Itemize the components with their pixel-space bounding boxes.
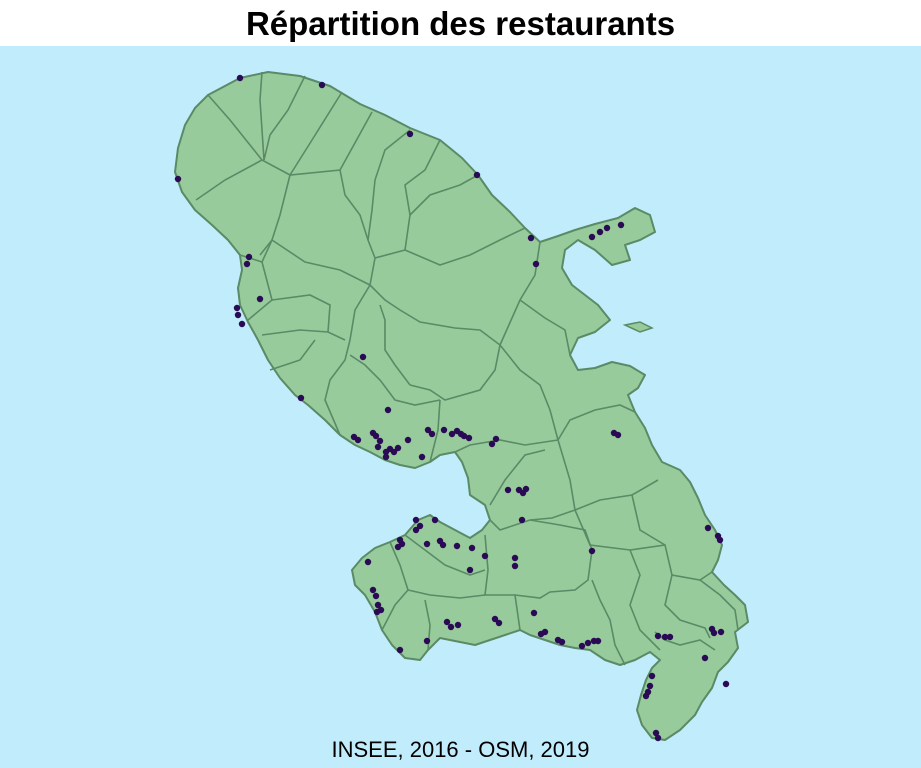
restaurant-points — [174, 74, 730, 742]
restaurant-point — [447, 623, 455, 631]
restaurant-point — [256, 295, 264, 303]
restaurant-point — [488, 440, 496, 448]
restaurant-point — [396, 646, 404, 654]
restaurant-point — [518, 516, 526, 524]
restaurant-point — [453, 542, 461, 550]
restaurant-point — [652, 729, 660, 737]
restaurant-point — [578, 642, 586, 650]
restaurant-point — [416, 522, 424, 530]
restaurant-point — [376, 437, 384, 445]
restaurant-point — [354, 436, 362, 444]
restaurant-point — [359, 353, 367, 361]
restaurant-point — [297, 394, 305, 402]
restaurant-point — [717, 628, 725, 636]
restaurant-point — [174, 175, 182, 183]
restaurant-point — [642, 692, 650, 700]
restaurant-point — [492, 435, 500, 443]
restaurant-point — [372, 592, 380, 600]
restaurant-point — [245, 253, 253, 261]
restaurant-point — [390, 448, 398, 456]
restaurant-point — [448, 430, 456, 438]
island-shape — [174, 71, 749, 741]
restaurant-point — [614, 431, 622, 439]
restaurant-point — [465, 434, 473, 442]
restaurant-point — [594, 637, 602, 645]
restaurant-point — [588, 547, 596, 555]
restaurant-point — [558, 638, 566, 646]
restaurant-point — [661, 633, 669, 641]
restaurant-point — [318, 81, 326, 89]
restaurant-point — [418, 453, 426, 461]
restaurant-point — [394, 543, 402, 551]
restaurant-point — [522, 485, 530, 493]
restaurant-point — [530, 609, 538, 617]
restaurant-point — [654, 632, 662, 640]
islet-east — [622, 321, 654, 333]
restaurant-point — [511, 562, 519, 570]
restaurant-point — [603, 224, 611, 232]
restaurant-point — [716, 536, 724, 544]
restaurant-point — [374, 601, 382, 609]
restaurant-point — [373, 608, 381, 616]
restaurant-point — [666, 633, 674, 641]
restaurant-point — [532, 260, 540, 268]
restaurant-point — [404, 436, 412, 444]
restaurant-point — [481, 552, 489, 560]
restaurant-point — [364, 558, 372, 566]
restaurant-point — [701, 654, 709, 662]
map-title: Répartition des restaurants — [245, 5, 676, 42]
restaurant-point — [424, 426, 432, 434]
restaurant-point — [423, 540, 431, 548]
restaurant-point — [473, 171, 481, 179]
restaurant-point — [243, 260, 251, 268]
restaurant-point — [412, 526, 420, 534]
restaurant-point — [374, 443, 382, 451]
restaurant-point — [369, 586, 377, 594]
restaurant-point — [394, 444, 402, 452]
restaurant-point — [384, 406, 392, 414]
commune-borders — [195, 71, 739, 666]
restaurant-point — [722, 680, 730, 688]
restaurant-point — [504, 486, 512, 494]
restaurant-point — [588, 233, 596, 241]
restaurant-point — [428, 430, 436, 438]
restaurant-point — [541, 628, 549, 636]
restaurant-point — [704, 524, 712, 532]
restaurant-point — [406, 130, 414, 138]
restaurant-point — [466, 566, 474, 574]
restaurant-point — [617, 221, 625, 229]
source-caption: INSEE, 2016 - OSM, 2019 — [331, 737, 590, 762]
restaurant-point — [454, 621, 462, 629]
restaurant-point — [527, 234, 535, 242]
restaurant-point — [233, 304, 241, 312]
restaurant-point — [654, 734, 662, 742]
restaurant-point — [646, 682, 654, 690]
restaurant-point — [468, 544, 476, 552]
restaurant-point — [236, 74, 244, 82]
restaurant-point — [495, 619, 503, 627]
restaurant-point — [372, 432, 380, 440]
restaurant-point — [439, 541, 447, 549]
restaurant-point — [648, 672, 656, 680]
restaurant-point — [440, 426, 448, 434]
restaurant-point — [412, 516, 420, 524]
restaurant-point — [423, 637, 431, 645]
restaurant-point — [234, 311, 242, 319]
restaurant-point — [710, 629, 718, 637]
restaurant-point — [596, 228, 604, 236]
restaurant-point — [491, 615, 499, 623]
restaurant-point — [238, 320, 246, 328]
restaurant-point — [584, 639, 592, 647]
restaurant-point — [511, 554, 519, 562]
restaurant-point — [382, 453, 390, 461]
restaurant-point — [460, 432, 468, 440]
restaurant-point — [443, 618, 451, 626]
restaurant-point — [431, 516, 439, 524]
